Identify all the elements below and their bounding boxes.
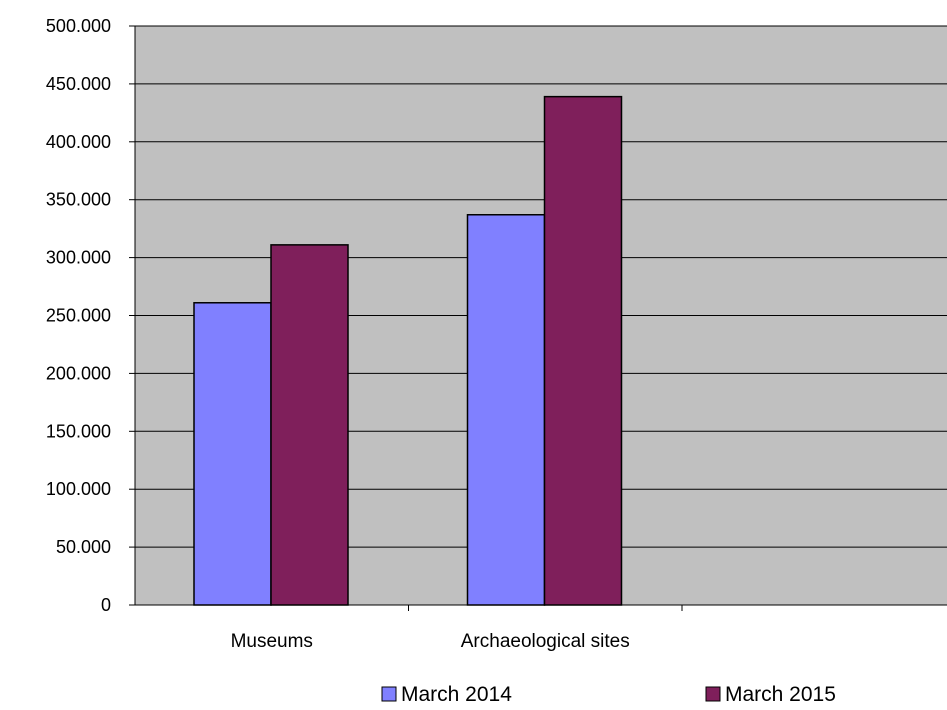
y-tick-label: 500.000 — [46, 16, 111, 36]
bar — [193, 302, 272, 606]
bar — [466, 214, 546, 606]
x-category-label: Archaeological sites — [461, 631, 630, 652]
y-tick-label: 100.000 — [46, 479, 111, 499]
plot-area: 0 50.000 100.000 150.000 200.000 250.000 300.0… — [46, 16, 947, 652]
y-tick-label: 350.000 — [46, 190, 111, 210]
legend-swatch — [381, 686, 397, 702]
legend-label: March 2014 — [401, 683, 512, 706]
legend-label: March 2015 — [725, 683, 836, 706]
y-tick-label: 200.000 — [46, 363, 111, 383]
x-category-label: Museums — [231, 631, 313, 652]
legend-swatch — [705, 686, 721, 702]
y-tick-label: 250.000 — [46, 306, 111, 326]
y-tick-label: 400.000 — [46, 132, 111, 152]
legend: March 2014 March 2015 — [381, 683, 836, 706]
y-tick-label: 450.000 — [46, 74, 111, 94]
y-tick-label: 50.000 — [56, 537, 111, 557]
y-tick-label: 0 — [101, 595, 111, 615]
y-tick-label: 150.000 — [46, 421, 111, 441]
bar — [270, 244, 349, 606]
bar — [543, 95, 623, 606]
y-tick-label: 300.000 — [46, 248, 111, 268]
